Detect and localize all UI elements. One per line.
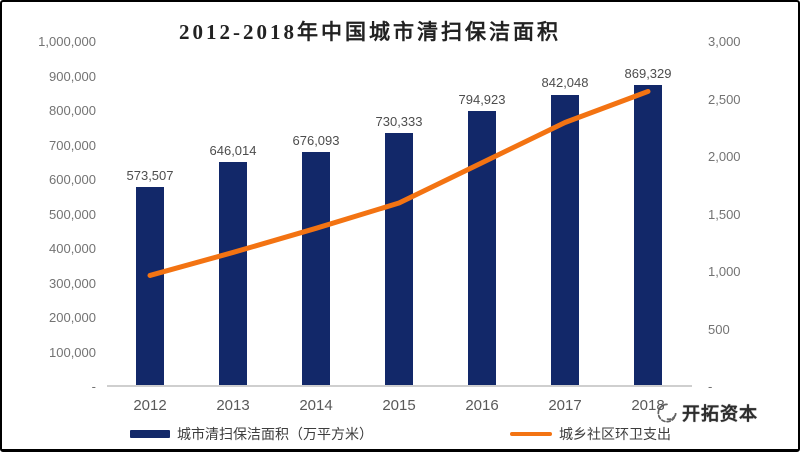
bar-value-label-2015: 730,333: [375, 114, 423, 130]
legend-item-clean-area: 城市清扫保洁面积（万平方米）: [130, 423, 373, 445]
bar-swatch-icon: [130, 430, 170, 438]
x-axis-label-2017: 2017: [548, 397, 582, 414]
bar-value-label-2013: 646,014: [209, 143, 257, 159]
right-axis-tick-5: 2,500: [708, 91, 741, 107]
legend-label: 城乡社区环卫支出: [559, 426, 671, 442]
legend-item-sanitation-spend: 城乡社区环卫支出: [510, 423, 671, 445]
left-axis-tick-5: 500,000: [49, 206, 96, 222]
chart-title: 2012-2018年中国城市清扫保洁面积: [179, 20, 561, 44]
watermark: 开拓资本: [654, 400, 758, 426]
right-axis-tick-0: -: [708, 379, 713, 394]
left-axis-tick-2: 200,000: [49, 310, 96, 325]
bar-2013: [219, 162, 247, 385]
watermark-text: 开拓资本: [682, 404, 758, 424]
left-axis-tick-3: 300,000: [49, 275, 96, 291]
right-axis-tick-1: 500: [708, 321, 730, 337]
bar-2018: [634, 85, 662, 385]
plot-area: [107, 42, 692, 387]
bar-2014: [302, 151, 330, 385]
legend-label: 城市清扫保洁面积（万平方米）: [177, 426, 373, 442]
x-axis-label-2015: 2015: [382, 397, 416, 414]
bar-2015: [385, 133, 413, 385]
left-axis-tick-8: 800,000: [49, 103, 96, 118]
left-axis-tick-6: 600,000: [49, 172, 96, 187]
bar-value-label-2016: 794,923: [458, 91, 506, 107]
x-axis-label-2014: 2014: [299, 397, 333, 414]
x-axis-label-2013: 2013: [216, 397, 250, 414]
x-axis-label-2012: 2012: [133, 397, 167, 414]
left-axis-tick-7: 700,000: [49, 137, 96, 153]
right-axis-tick-4: 2,000: [708, 149, 741, 164]
left-axis-tick-10: 1,000,000: [38, 34, 96, 49]
line-swatch-icon: [510, 432, 552, 436]
left-axis-tick-1: 100,000: [49, 344, 96, 360]
watermark-logo-icon: [657, 403, 677, 423]
bar-value-label-2018: 869,329: [624, 66, 672, 82]
bar-2017: [551, 94, 579, 385]
left-axis-tick-0: -: [91, 379, 96, 394]
left-axis-tick-4: 400,000: [49, 241, 96, 256]
x-axis-label-2016: 2016: [465, 397, 499, 414]
right-axis-tick-3: 1,500: [708, 206, 741, 222]
x-axis-label-2018: 2018: [631, 397, 665, 414]
right-axis-tick-2: 1,000: [708, 264, 741, 279]
left-axis-tick-9: 900,000: [49, 68, 96, 84]
line-series: [147, 88, 651, 278]
legend: 城市清扫保洁面积（万平方米） 城乡社区环卫支出: [2, 423, 798, 447]
bar-value-label-2017: 842,048: [541, 75, 589, 91]
bar-value-label-2014: 676,093: [292, 132, 340, 148]
bar-value-label-2012: 573,507: [126, 168, 174, 184]
bar-2012: [136, 187, 164, 385]
right-axis-tick-6: 3,000: [708, 34, 741, 49]
